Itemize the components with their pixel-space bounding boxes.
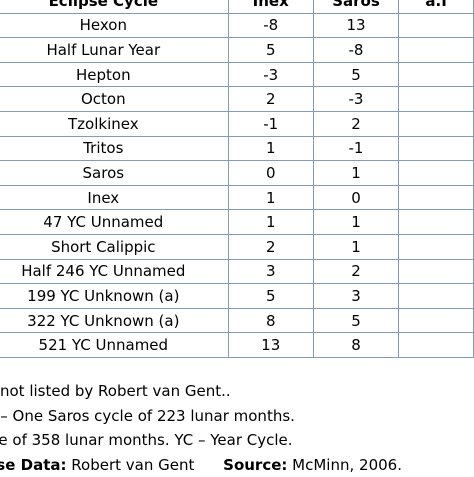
header-eclipse-cycle: Eclipse Cycle	[0, 0, 228, 13]
cell-eclipse-cycle: Half Lunar Year	[0, 38, 228, 63]
cell-extra	[399, 111, 474, 136]
header-extra: a.I	[399, 0, 474, 13]
cell-saros: -1	[313, 136, 398, 161]
cell-saros: 2	[313, 259, 398, 284]
cell-extra	[399, 13, 474, 38]
cell-eclipse-cycle: Half 246 YC Unnamed	[0, 259, 228, 284]
table-notes: e not listed by Robert van Gent.. S – On…	[0, 379, 474, 477]
cell-extra	[399, 210, 474, 235]
cell-eclipse-cycle: Short Calippic	[0, 234, 228, 259]
cell-inex: 1	[228, 210, 313, 235]
cell-inex: 1	[228, 185, 313, 210]
cell-extra	[399, 234, 474, 259]
cell-eclipse-cycle: Octon	[0, 87, 228, 112]
cell-extra	[399, 87, 474, 112]
cell-saros: -8	[313, 38, 398, 63]
data-source-value: Robert van Gent	[71, 456, 194, 474]
cell-saros: -3	[313, 87, 398, 112]
table-header-row: Eclipse Cycle Inex Saros a.I	[0, 0, 474, 13]
cell-saros: 1	[313, 210, 398, 235]
cell-eclipse-cycle: 322 YC Unknown (a)	[0, 308, 228, 333]
source-value: McMinn, 2006.	[292, 456, 402, 474]
cell-inex: 2	[228, 87, 313, 112]
cell-extra	[399, 161, 474, 186]
cell-eclipse-cycle: Hexon	[0, 13, 228, 38]
cell-inex: 3	[228, 259, 313, 284]
cell-extra	[399, 62, 474, 87]
cell-extra	[399, 333, 474, 358]
cell-saros: 2	[313, 111, 398, 136]
source-label: Source:	[223, 456, 287, 474]
cell-inex: 5	[228, 284, 313, 309]
cell-inex: -3	[228, 62, 313, 87]
cell-extra	[399, 38, 474, 63]
cell-saros: 5	[313, 62, 398, 87]
cell-saros: 5	[313, 308, 398, 333]
cell-inex: -8	[228, 13, 313, 38]
cell-inex: 5	[228, 38, 313, 63]
cell-eclipse-cycle: 199 YC Unknown (a)	[0, 284, 228, 309]
cell-eclipse-cycle: 47 YC Unnamed	[0, 210, 228, 235]
cell-extra	[399, 259, 474, 284]
cell-inex: 2	[228, 234, 313, 259]
cell-eclipse-cycle: 521 YC Unnamed	[0, 333, 228, 358]
header-inex: Inex	[228, 0, 313, 13]
cell-saros: 1	[313, 161, 398, 186]
cell-inex: 1	[228, 136, 313, 161]
cell-extra	[399, 284, 474, 309]
cell-inex: 13	[228, 333, 313, 358]
cell-inex: -1	[228, 111, 313, 136]
cell-eclipse-cycle: Saros	[0, 161, 228, 186]
cell-saros: 0	[313, 185, 398, 210]
note-line-4: ose Data: Robert van Gent Source: McMinn…	[0, 453, 474, 477]
header-saros: Saros	[313, 0, 398, 13]
cell-extra	[399, 308, 474, 333]
cell-saros: 13	[313, 13, 398, 38]
cell-eclipse-cycle: Tzolkinex	[0, 111, 228, 136]
cell-saros: 1	[313, 234, 398, 259]
cell-saros: 8	[313, 333, 398, 358]
cell-eclipse-cycle: Inex	[0, 185, 228, 210]
note-line-1: e not listed by Robert van Gent..	[0, 379, 474, 404]
data-source-label: ose Data:	[0, 456, 67, 474]
cell-inex: 0	[228, 161, 313, 186]
cell-eclipse-cycle: Tritos	[0, 136, 228, 161]
note-line-3: cle of 358 lunar months. YC – Year Cycle…	[0, 428, 474, 453]
note-line-2: S – One Saros cycle of 223 lunar months.	[0, 404, 474, 429]
cell-saros: 3	[313, 284, 398, 309]
cell-extra	[399, 136, 474, 161]
cell-eclipse-cycle: Hepton	[0, 62, 228, 87]
cell-inex: 8	[228, 308, 313, 333]
cell-extra	[399, 185, 474, 210]
